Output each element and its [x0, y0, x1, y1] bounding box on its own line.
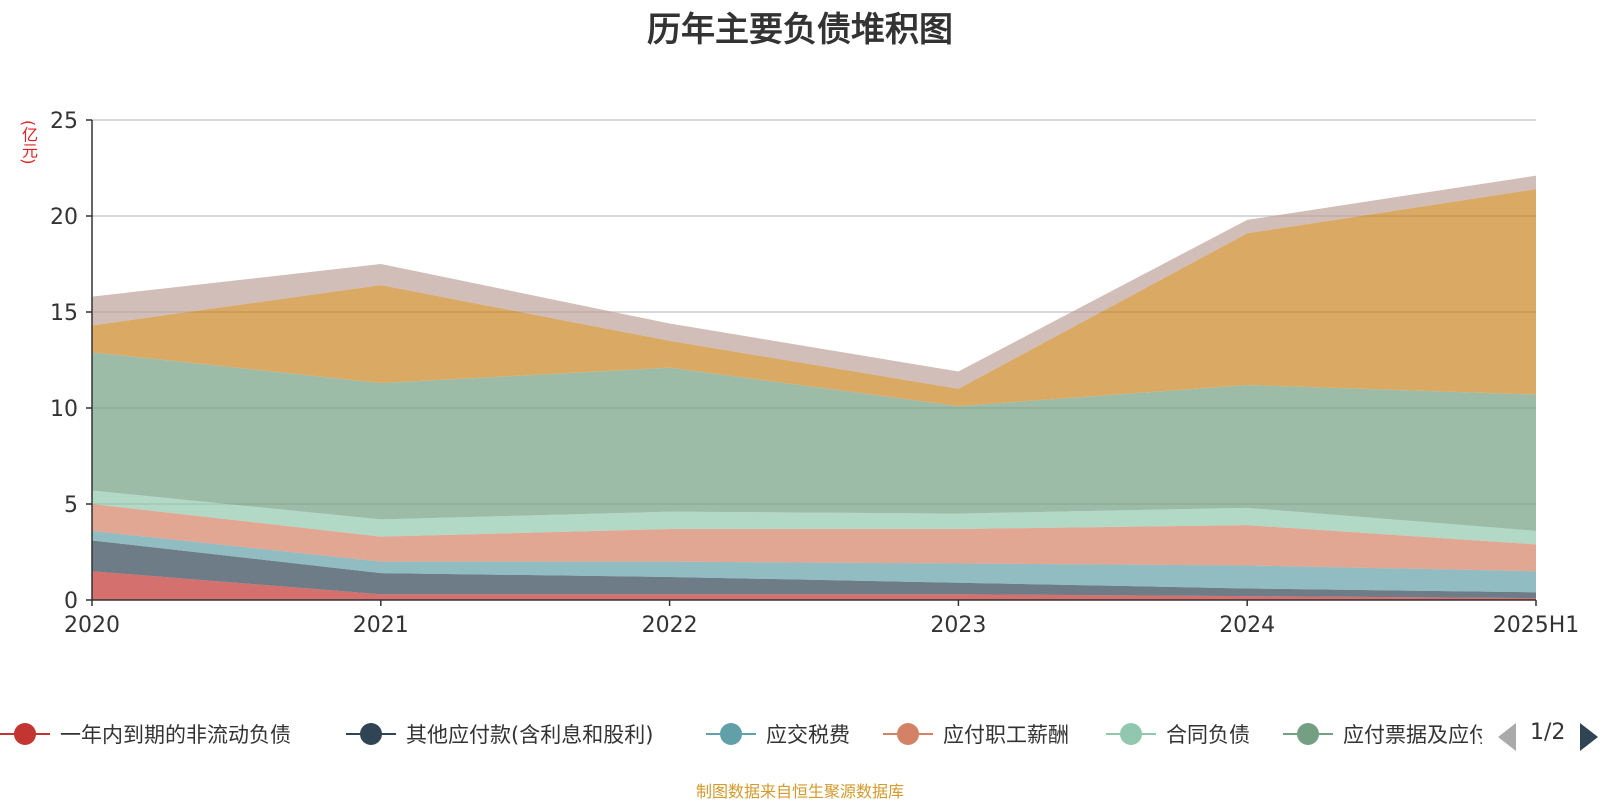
- x-tick-label: 2022: [642, 613, 698, 638]
- legend-label: 应付票据及应付账款: [1343, 723, 1482, 747]
- y-axis-unit-label: (亿元): [19, 120, 38, 165]
- legend-label: 应付职工薪酬: [943, 723, 1069, 747]
- legend-label: 一年内到期的非流动负债: [60, 723, 291, 747]
- area-series-5: [92, 352, 1536, 531]
- legend-item[interactable]: 一年内到期的非流动负债: [0, 714, 291, 754]
- legend-label: 应交税费: [766, 723, 850, 747]
- legend-label: 其他应付款(含利息和股利): [406, 723, 654, 747]
- legend-next-page-icon[interactable]: [1580, 723, 1598, 751]
- data-source-note: 制图数据来自恒生聚源数据库: [695, 782, 904, 801]
- area-series-4: [92, 490, 1536, 545]
- legend-marker-icon: [346, 722, 396, 746]
- area-series-1: [92, 540, 1536, 599]
- legend: 一年内到期的非流动负债 其他应付款(含利息和股利) 应交税费 应付职工薪酬 合同负债 应付…: [0, 714, 1600, 754]
- area-series-7: [92, 175, 1536, 389]
- x-tick-label: 2025H1: [1493, 613, 1580, 638]
- y-tick-label: 5: [64, 493, 78, 518]
- chart-title: 历年主要负债堆积图: [647, 10, 953, 50]
- y-tick-label: 20: [50, 205, 78, 230]
- legend-prev-page-icon[interactable]: [1498, 723, 1516, 751]
- legend-marker-icon: [706, 722, 756, 746]
- y-tick-label: 25: [50, 109, 78, 134]
- area-series-6: [92, 189, 1536, 407]
- legend-page-indicator: 1/2: [1530, 720, 1566, 745]
- x-tick-label: 2024: [1219, 613, 1275, 638]
- legend-marker-icon: [1283, 722, 1333, 746]
- legend-label: 合同负债: [1166, 723, 1250, 747]
- legend-items: 一年内到期的非流动负债 其他应付款(含利息和股利) 应交税费 应付职工薪酬 合同负债 应付…: [0, 714, 1482, 754]
- legend-item[interactable]: 应付票据及应付账款: [1283, 714, 1482, 754]
- x-tick-label: 2021: [353, 613, 409, 638]
- legend-marker-icon: [0, 722, 50, 746]
- legend-marker-icon: [883, 722, 933, 746]
- legend-item[interactable]: 其他应付款(含利息和股利): [346, 714, 653, 754]
- area-series-3: [92, 504, 1536, 572]
- y-tick-label: 0: [64, 589, 78, 614]
- legend-item[interactable]: 应交税费: [706, 714, 850, 754]
- x-tick-label: 2020: [64, 613, 120, 638]
- legend-marker-icon: [1106, 722, 1156, 746]
- legend-item[interactable]: 合同负债: [1106, 714, 1250, 754]
- area-series-2: [92, 530, 1536, 593]
- y-tick-label: 15: [50, 301, 78, 326]
- legend-item[interactable]: 应付职工薪酬: [883, 714, 1069, 754]
- y-tick-label: 10: [50, 397, 78, 422]
- x-tick-label: 2023: [930, 613, 986, 638]
